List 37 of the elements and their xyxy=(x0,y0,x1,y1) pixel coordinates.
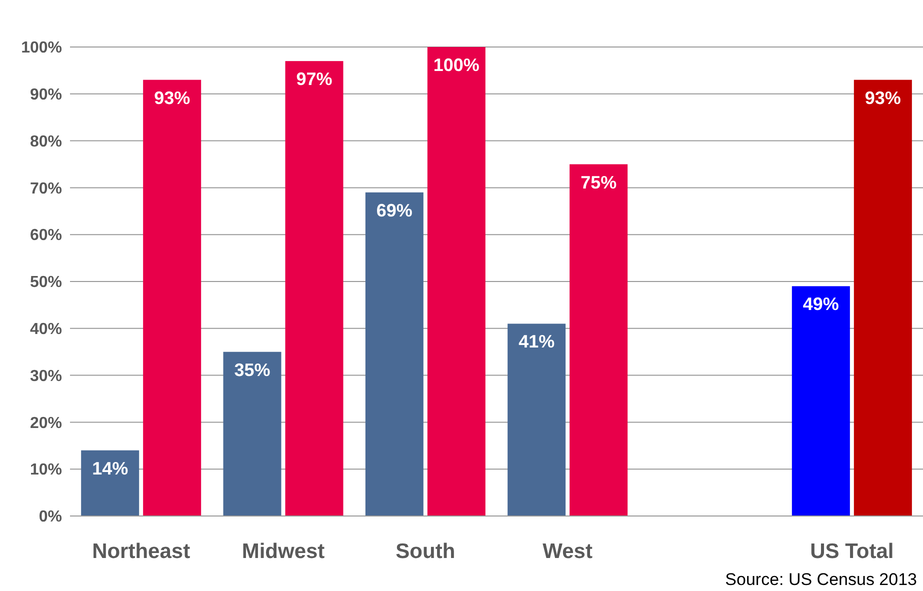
bar xyxy=(792,286,850,516)
y-tick-label: 0% xyxy=(38,508,62,526)
bar xyxy=(427,47,486,516)
bar xyxy=(508,324,566,516)
source-note: Source: US Census 2013 xyxy=(725,570,917,589)
bar xyxy=(854,80,912,516)
data-label: 41% xyxy=(518,332,555,352)
y-tick-label: 50% xyxy=(30,274,62,292)
y-tick-label: 70% xyxy=(30,180,62,198)
y-tick-label: 90% xyxy=(30,86,62,104)
data-label: 93% xyxy=(864,88,901,108)
y-tick-label: 10% xyxy=(30,462,62,479)
data-label: 69% xyxy=(376,200,412,220)
y-tick-label: 60% xyxy=(30,227,62,244)
bar xyxy=(365,192,424,516)
data-label: 93% xyxy=(154,88,190,108)
y-tick-label: 100% xyxy=(21,40,62,57)
data-label: 75% xyxy=(580,172,617,192)
y-tick-label: 80% xyxy=(30,133,62,150)
bar xyxy=(223,352,282,516)
bar xyxy=(285,61,344,516)
data-label: 97% xyxy=(296,69,332,90)
y-tick-label: 40% xyxy=(30,321,62,338)
bar xyxy=(81,450,140,516)
y-tick-label: 20% xyxy=(30,414,62,432)
data-label: 49% xyxy=(802,294,839,314)
data-label: 100% xyxy=(433,55,480,75)
x-tick-label: Northeast xyxy=(92,540,190,563)
bar xyxy=(143,80,202,516)
data-label: 35% xyxy=(234,360,270,380)
x-tick-label: US Total xyxy=(810,540,894,563)
y-tick-label: 30% xyxy=(30,368,62,385)
data-label: 14% xyxy=(92,458,128,478)
bar xyxy=(570,164,628,516)
x-tick-label: Midwest xyxy=(242,540,325,563)
x-tick-label: West xyxy=(542,540,592,563)
x-tick-label: South xyxy=(396,540,456,563)
